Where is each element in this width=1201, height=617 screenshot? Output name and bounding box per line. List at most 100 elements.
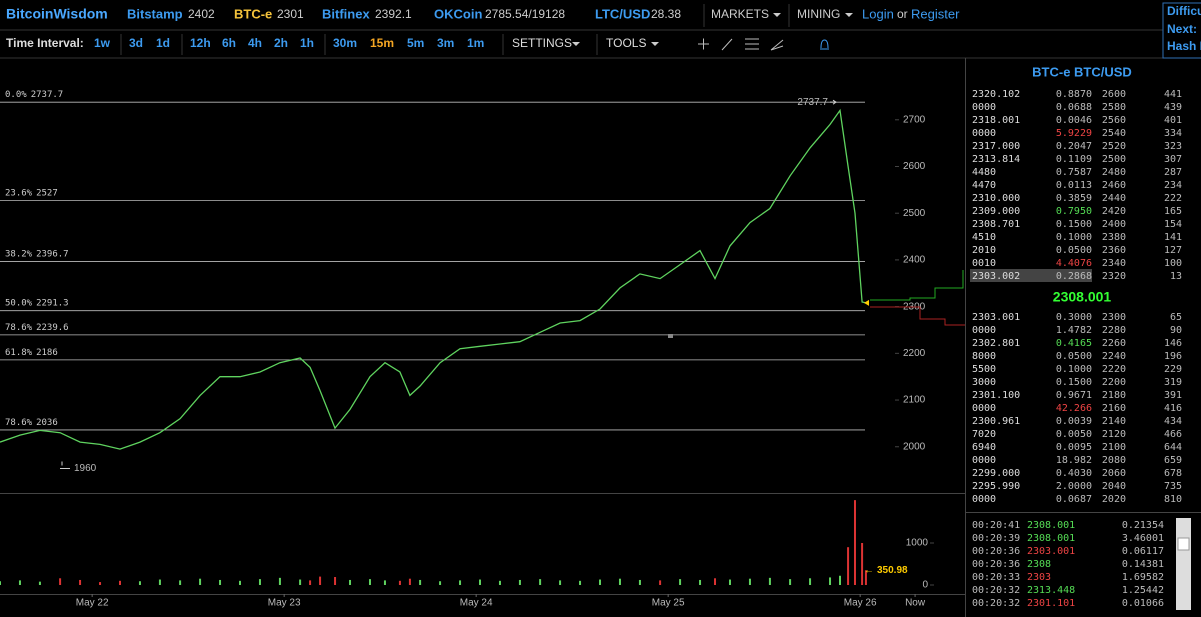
book-level: 2420 (1102, 206, 1126, 217)
book-total: 141 (1164, 232, 1182, 243)
fib-label: 38.2% 2396.7 (5, 249, 69, 259)
book-total: 100 (1164, 258, 1182, 269)
trade-price: 2313.448 (1027, 585, 1075, 596)
interval-button[interactable]: 3d (129, 36, 143, 50)
caret (845, 13, 853, 17)
fib-level: 50.0% (5, 298, 33, 308)
book-amount: 0.4030 (1056, 468, 1092, 479)
price-chart: 2000210022002300240025002600270001000May… (0, 90, 934, 609)
fib-value: 2239.6 (36, 322, 69, 332)
fan-tool[interactable] (770, 39, 784, 51)
brand[interactable]: BitcoinWisdom (6, 6, 108, 22)
book-price: 2299.000 (972, 468, 1020, 479)
line-tool[interactable] (721, 38, 733, 51)
interval-button[interactable]: 6h (222, 36, 236, 50)
fib-value: 2186 (36, 347, 58, 357)
interval-button[interactable]: 1d (156, 36, 170, 50)
book-level: 2040 (1102, 481, 1126, 492)
volume-bar (861, 542, 864, 585)
interval-button[interactable]: 5m (407, 36, 424, 50)
trade-amount: 0.21354 (1122, 520, 1164, 531)
ticker-name[interactable]: Bitstamp (127, 6, 183, 21)
alert-tool[interactable] (820, 39, 829, 50)
crosshair-tool[interactable] (698, 38, 709, 50)
volume-bar (518, 579, 521, 585)
interval-button[interactable]: 4h (248, 36, 262, 50)
cursor-marker (668, 334, 673, 338)
side-panel-text: Next: (1167, 22, 1197, 36)
volume-bar (809, 578, 812, 585)
y-tick-label: 2700 (903, 114, 926, 125)
book-total: 401 (1164, 115, 1182, 126)
book-level: 2500 (1102, 154, 1126, 165)
trade-price: 2303.001 (1027, 546, 1075, 557)
trade-amount: 0.01066 (1122, 598, 1164, 609)
menu[interactable]: MINING (797, 7, 840, 21)
ticker-name[interactable]: Bitfinex (322, 6, 370, 21)
side-panel (1162, 2, 1201, 59)
book-level: 2300 (1102, 312, 1126, 323)
fib-label: 78.6% 2239.6 (5, 322, 69, 332)
book-price: 2301.100 (972, 390, 1020, 401)
ticker-name[interactable]: LTC/USD (595, 6, 650, 21)
book-level: 2340 (1102, 258, 1126, 269)
price-marker (864, 299, 869, 306)
volume-bar (679, 579, 682, 585)
interval-button[interactable]: 2h (274, 36, 288, 50)
book-amount: 0.2047 (1056, 141, 1092, 152)
book-price: 4470 (972, 180, 996, 191)
book-price: 8000 (972, 351, 996, 362)
volume-bar (239, 580, 242, 585)
low-label: 1960 (74, 463, 97, 474)
x-tick-label: May 24 (460, 598, 493, 609)
fib-level: 78.6% (5, 417, 33, 427)
trade-time: 00:20:33 (972, 572, 1020, 583)
fib-level: 38.2% (5, 249, 33, 259)
trade-amount: 0.06117 (1122, 546, 1164, 557)
volume-bar (158, 579, 161, 585)
book-level: 2080 (1102, 455, 1126, 466)
interval-group: 1w 3d 1d 12h 6h 4h 2h 1h 30m 15m 5m 3m 1m (94, 34, 504, 55)
caret (651, 42, 659, 46)
interval-button[interactable]: 1w (94, 36, 111, 50)
book-level: 2280 (1102, 325, 1126, 336)
book-price: 2295.990 (972, 481, 1020, 492)
ticker-name[interactable]: OKCoin (434, 6, 482, 21)
book-price: 4510 (972, 232, 996, 243)
book-total: 466 (1164, 429, 1182, 440)
interval-button[interactable]: 15m (370, 36, 394, 50)
interval-button[interactable]: 1m (467, 36, 484, 50)
row-highlight (970, 269, 1092, 282)
depth-asks (870, 306, 965, 326)
login-link[interactable]: Login (862, 6, 894, 21)
scrollbar[interactable] (1176, 518, 1191, 610)
book-level: 2180 (1102, 390, 1126, 401)
ticker-name[interactable]: BTC-e (234, 6, 272, 21)
fib-tool[interactable] (745, 38, 759, 50)
tools-button[interactable]: TOOLS (606, 36, 646, 50)
y-tick-label: 2500 (903, 208, 926, 219)
settings-button[interactable]: SETTINGS (512, 36, 572, 50)
book-total: 434 (1164, 416, 1182, 427)
side-panel-text: Difficu (1167, 4, 1201, 18)
volume-bar (853, 500, 856, 585)
book-amount: 0.0688 (1056, 102, 1092, 113)
interval-button[interactable]: 3m (437, 36, 454, 50)
scroll-thumb[interactable] (1177, 537, 1190, 551)
book-total: 229 (1164, 364, 1182, 375)
book-total: 90 (1170, 325, 1182, 336)
interval-button[interactable]: 12h (190, 36, 211, 50)
high-label: 2737.7 (797, 97, 828, 108)
book-price: 0000 (972, 494, 996, 505)
book-price: 2303.001 (972, 312, 1020, 323)
book-amount: 0.1000 (1056, 232, 1092, 243)
register-link[interactable]: Register (911, 6, 960, 21)
fib-label: 0.0% 2737.7 (5, 90, 63, 100)
book-total: 334 (1164, 128, 1182, 139)
book-amount: 0.0050 (1056, 429, 1092, 440)
interval-button[interactable]: 1h (300, 36, 314, 50)
interval-button[interactable]: 30m (333, 36, 357, 50)
book-level: 2020 (1102, 494, 1126, 505)
menu[interactable]: MARKETS (711, 7, 769, 21)
book-price: 0000 (972, 455, 996, 466)
